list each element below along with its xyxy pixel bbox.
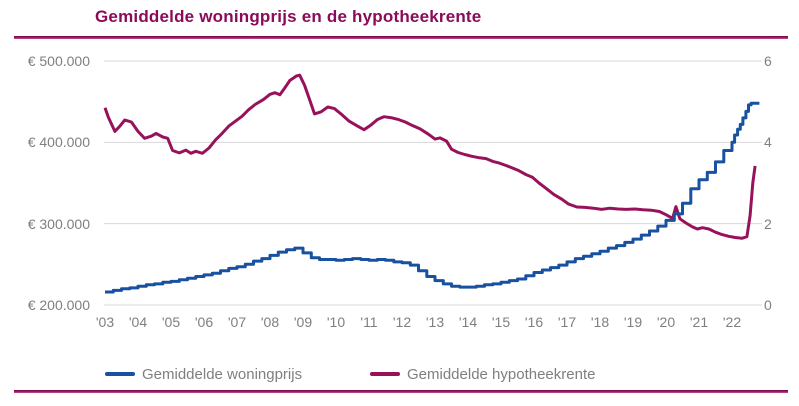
x-axis-tick-label: '04 xyxy=(128,314,148,330)
x-axis-tick-label: '18 xyxy=(590,314,610,330)
y-axis-left-tick-label: € 300.000 xyxy=(27,216,90,232)
x-axis-tick-label: '19 xyxy=(623,314,643,330)
y-axis-right-tick-label: 2 xyxy=(764,216,772,232)
legend-label-hypotheekrente: Gemiddelde hypotheekrente xyxy=(407,365,596,383)
x-axis-tick-label: '06 xyxy=(194,314,214,330)
y-axis-left-tick-label: € 400.000 xyxy=(27,134,90,150)
x-axis-tick-label: '16 xyxy=(524,314,544,330)
legend-item-woningprijs: Gemiddelde woningprijs xyxy=(105,363,302,385)
y-axis-left-tick-label: € 500.000 xyxy=(27,53,90,69)
x-axis-tick-label: '20 xyxy=(656,314,676,330)
x-axis-tick-label: '08 xyxy=(260,314,280,330)
x-axis-tick-label: '21 xyxy=(689,314,709,330)
title-divider-rule xyxy=(14,36,788,39)
x-axis-tick-label: '10 xyxy=(326,314,346,330)
x-axis-tick-label: '07 xyxy=(227,314,247,330)
x-axis-tick-label: '17 xyxy=(557,314,577,330)
x-axis-tick-label: '03 xyxy=(95,314,115,330)
x-axis-tick-label: '11 xyxy=(360,314,378,330)
x-axis-tick-label: '12 xyxy=(392,314,412,330)
x-axis-tick-label: '09 xyxy=(293,314,313,330)
legend: Gemiddelde woningprijs Gemiddelde hypoth… xyxy=(0,363,799,385)
chart-title: Gemiddelde woningprijs en de hypotheekre… xyxy=(95,7,482,26)
x-axis-tick-label: '22 xyxy=(722,314,742,330)
x-axis-tick-label: '13 xyxy=(425,314,445,330)
y-axis-right-tick-label: 6 xyxy=(764,53,772,69)
gridlines xyxy=(104,60,762,306)
y-axis-right-tick-label: 4 xyxy=(764,134,772,150)
y-axis-right-tick-label: 0 xyxy=(764,297,772,313)
x-axis-tick-label: '14 xyxy=(458,314,478,330)
legend-item-hypotheekrente: Gemiddelde hypotheekrente xyxy=(370,363,595,385)
x-axis-tick-label: '05 xyxy=(161,314,181,330)
x-axis-tick-label: '15 xyxy=(491,314,511,330)
bottom-rule xyxy=(14,390,788,393)
price-line-series xyxy=(105,101,760,294)
y-axis-left-tick-label: € 200.000 xyxy=(27,297,90,313)
legend-label-woningprijs: Gemiddelde woningprijs xyxy=(142,365,303,383)
rate-line-swatch xyxy=(370,372,400,376)
rate-line-series xyxy=(103,73,757,240)
price-line-swatch xyxy=(105,372,135,376)
